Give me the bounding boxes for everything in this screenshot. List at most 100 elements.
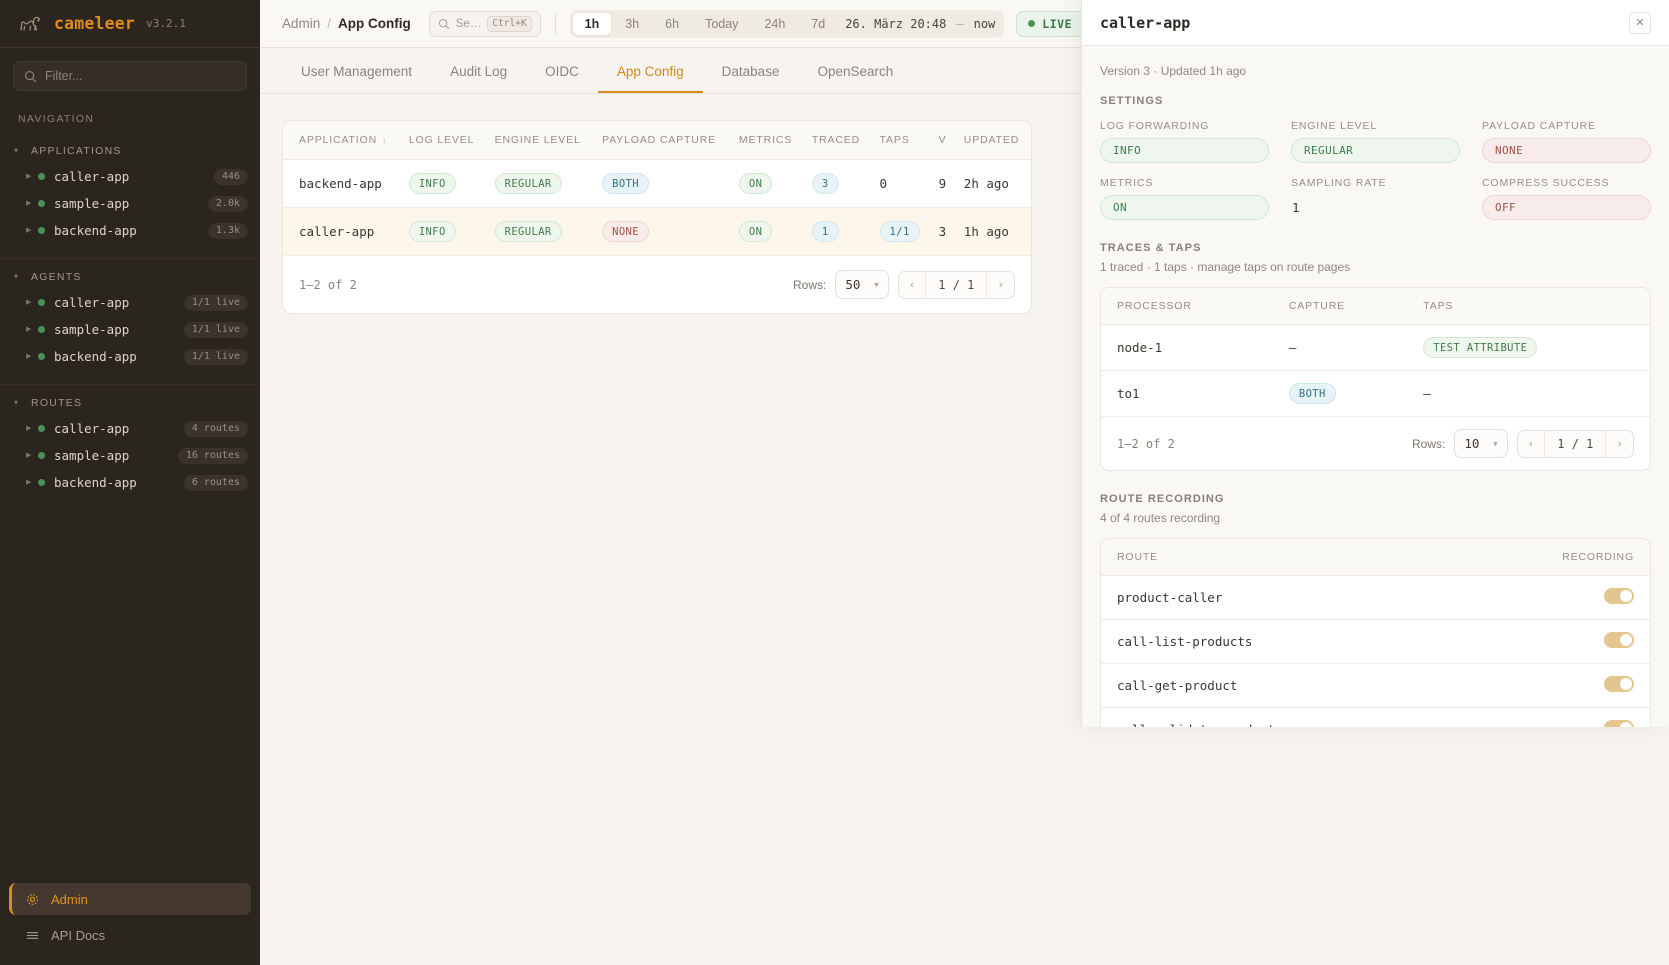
detail-panel: caller-app ✕ Version 3 · Updated 1h ago … [1081,0,1669,727]
column-engine-level[interactable]: ENGINE LEVEL [486,121,595,160]
table-row[interactable]: node-1 — TEST ATTRIBUTE [1101,324,1650,371]
table-row[interactable]: caller-app INFO REGULAR NONE ON 1 1/1 3 … [283,207,1031,256]
chevron-down-icon: ▼ [874,280,879,289]
group-header-routes[interactable]: ▾ ROUTES [0,385,260,415]
time-range-24h[interactable]: 24h [764,16,786,31]
column-recording: RECORDING [1459,539,1650,576]
breadcrumb-root[interactable]: Admin [282,16,321,31]
cell-version: 9 [930,159,956,208]
time-range-from[interactable]: 26. März 20:48 [845,16,947,31]
cell-taps: 1/1 [871,207,931,256]
table-row[interactable]: call-get-product [1101,663,1650,708]
setting-value-badge[interactable]: OFF [1482,195,1651,220]
engine-level-badge: REGULAR [494,173,562,194]
taps-badge: 1/1 [879,221,920,242]
column-v[interactable]: V [930,121,956,160]
column-payload-capture[interactable]: PAYLOAD CAPTURE [594,121,731,160]
sidebar-item-agents-caller-app[interactable]: ▶ caller-app 1/1 live [0,289,260,316]
tab-opensearch[interactable]: OpenSearch [817,64,894,79]
column-metrics[interactable]: METRICS [730,121,804,160]
traces-section-subtitle: 1 traced · 1 taps · manage taps on route… [1100,260,1351,274]
setting-value-badge[interactable]: ON [1100,195,1269,220]
sidebar-item-applications-backend-app[interactable]: ▶ backend-app 1.3k [0,217,260,244]
sidebar-item-agents-backend-app[interactable]: ▶ backend-app 1/1 live [0,343,260,370]
next-page-button[interactable]: › [1616,437,1623,450]
rows-per-page-value: 50 [845,277,861,292]
setting-value-badge[interactable]: NONE [1482,138,1651,163]
global-search-input[interactable]: Se… Ctrl+K [428,10,541,37]
rows-per-page-select[interactable]: 50 ▼ [835,270,889,299]
table-row[interactable]: to1 BOTH — [1101,370,1650,417]
group-header-applications[interactable]: ▾ APPLICATIONS [0,133,260,163]
sidebar-item-admin[interactable]: Admin [9,883,251,915]
next-page-button[interactable]: › [997,278,1004,291]
table-header-row: APPLICATION ↕ LOG LEVEL ENGINE LEVEL PAYL… [283,121,1031,160]
panel-body: Version 3 · Updated 1h ago SETTINGS LOG … [1082,46,1669,727]
cell-log-level: INFO [400,207,487,256]
sidebar-item-count: 16 routes [177,447,248,464]
recording-toggle[interactable] [1604,720,1634,727]
chevron-down-icon: ▾ [14,398,19,407]
sidebar-item-routes-backend-app[interactable]: ▶ backend-app 6 routes [0,469,260,496]
table-header: APPLICATION ↕ LOG LEVEL ENGINE LEVEL PAYL… [283,121,1031,160]
time-range-today[interactable]: Today [705,16,739,31]
sidebar-item-agents-sample-app[interactable]: ▶ sample-app 1/1 live [0,316,260,343]
setting-label: PAYLOAD CAPTURE [1482,120,1596,132]
sidebar-item-label: caller-app [54,421,130,436]
pagination-controls: Rows: 50 ▼ ‹ 1 / 1 › [793,270,1015,299]
prev-page-button[interactable]: ‹ [908,278,916,291]
time-range-to[interactable]: now [973,16,996,31]
live-status-badge[interactable]: LIVE [1016,10,1084,37]
time-range-3h[interactable]: 3h [625,16,640,31]
table-row[interactable]: call-validate-product [1101,707,1650,727]
recording-toggle[interactable] [1604,588,1634,604]
group-header-agents[interactable]: ▾ AGENTS [0,259,260,289]
column-taps[interactable]: TAPS [871,121,931,160]
time-range-1h[interactable]: 1h [572,12,612,35]
cell-recording [1459,707,1650,727]
sidebar-item-applications-sample-app[interactable]: ▶ sample-app 2.0k [0,190,260,217]
column-updated[interactable]: UPDATED [955,121,1031,160]
sidebar-item-routes-caller-app[interactable]: ▶ caller-app 4 routes [0,415,260,442]
tab-user-management[interactable]: User Management [301,64,413,79]
chevron-right-icon: ▶ [26,425,32,432]
time-range-dash: — [956,16,964,31]
sidebar-item-label: caller-app [54,295,130,310]
table-row[interactable]: product-caller [1101,575,1650,620]
table-row[interactable]: call-list-products [1101,619,1650,664]
prev-page-button[interactable]: ‹ [1527,437,1535,450]
recording-toggle[interactable] [1604,676,1634,692]
close-icon[interactable]: ✕ [1629,11,1651,34]
status-dot [38,425,45,432]
sidebar-item-applications-caller-app[interactable]: ▶ caller-app 446 [0,163,260,190]
sidebar-item-label: Admin [51,891,88,907]
setting-value-badge[interactable]: INFO [1100,138,1269,163]
cell-application: caller-app [283,207,401,256]
log-level-badge: INFO [408,221,456,242]
setting-value-badge[interactable]: REGULAR [1291,138,1460,163]
status-dot [38,173,45,180]
rows-per-page-select[interactable]: 10 ▼ [1454,429,1508,458]
time-range-7d[interactable]: 7d [811,16,826,31]
sidebar-item-routes-sample-app[interactable]: ▶ sample-app 16 routes [0,442,260,469]
time-range-6h[interactable]: 6h [665,16,680,31]
search-shortcut-badge: Ctrl+K [487,15,532,32]
sidebar-item-api-docs[interactable]: API Docs [9,919,251,951]
column-application[interactable]: APPLICATION ↕ [283,121,401,160]
column-traced[interactable]: TRACED [803,121,872,160]
table-header-row: ROUTE RECORDING [1101,539,1650,576]
sidebar-group-routes: ▾ ROUTES ▶ caller-app 4 routes ▶ sample-… [0,385,260,502]
payload-capture-badge: NONE [602,221,649,242]
column-log-level[interactable]: LOG LEVEL [400,121,487,160]
tab-oidc[interactable]: OIDC [545,64,579,79]
table-row[interactable]: backend-app INFO REGULAR BOTH ON 3 0 9 2… [283,159,1031,208]
tab-app-config[interactable]: App Config [597,48,703,93]
brand[interactable]: cameleer v3.2.1 [0,0,260,48]
tab-database[interactable]: Database [721,64,780,79]
sidebar-filter-input[interactable]: Filter... [13,61,247,91]
tab-audit-log[interactable]: Audit Log [450,64,508,79]
recording-toggle[interactable] [1604,632,1634,648]
recording-card: ROUTE RECORDING product-caller call-list… [1100,538,1651,727]
chevron-right-icon: ▶ [26,353,32,360]
chevron-down-icon: ▾ [14,272,19,281]
